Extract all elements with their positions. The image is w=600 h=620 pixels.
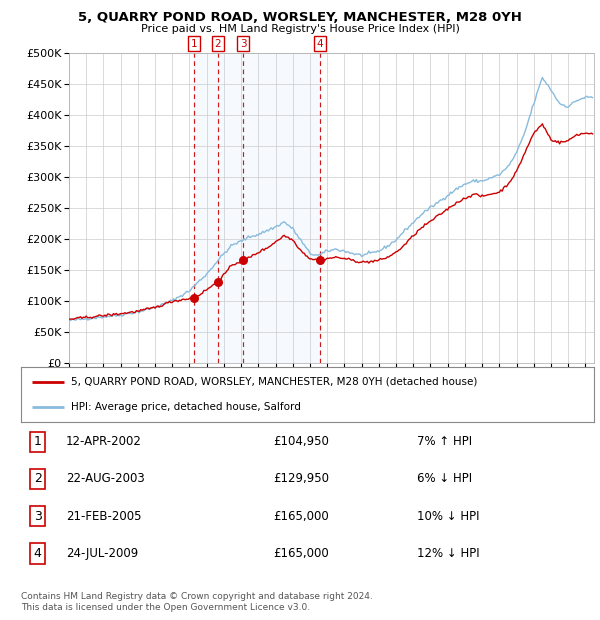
Text: 24-JUL-2009: 24-JUL-2009 xyxy=(66,547,138,560)
Text: £165,000: £165,000 xyxy=(273,510,329,523)
Text: Price paid vs. HM Land Registry's House Price Index (HPI): Price paid vs. HM Land Registry's House … xyxy=(140,24,460,33)
Text: £104,950: £104,950 xyxy=(273,435,329,448)
Text: £165,000: £165,000 xyxy=(273,547,329,560)
Text: 1: 1 xyxy=(34,435,42,448)
Text: 5, QUARRY POND ROAD, WORSLEY, MANCHESTER, M28 0YH: 5, QUARRY POND ROAD, WORSLEY, MANCHESTER… xyxy=(78,11,522,24)
Text: 12-APR-2002: 12-APR-2002 xyxy=(66,435,142,448)
Text: 7% ↑ HPI: 7% ↑ HPI xyxy=(417,435,472,448)
Text: HPI: Average price, detached house, Salford: HPI: Average price, detached house, Salf… xyxy=(71,402,301,412)
Text: This data is licensed under the Open Government Licence v3.0.: This data is licensed under the Open Gov… xyxy=(21,603,310,612)
Text: 12% ↓ HPI: 12% ↓ HPI xyxy=(417,547,479,560)
Text: 3: 3 xyxy=(240,38,247,48)
Text: Contains HM Land Registry data © Crown copyright and database right 2024.: Contains HM Land Registry data © Crown c… xyxy=(21,592,373,601)
Text: 22-AUG-2003: 22-AUG-2003 xyxy=(66,472,145,485)
Text: 3: 3 xyxy=(34,510,42,523)
Bar xyxy=(194,53,320,363)
Text: 5, QUARRY POND ROAD, WORSLEY, MANCHESTER, M28 0YH (detached house): 5, QUARRY POND ROAD, WORSLEY, MANCHESTER… xyxy=(71,377,478,387)
Text: 10% ↓ HPI: 10% ↓ HPI xyxy=(417,510,479,523)
Text: 1: 1 xyxy=(191,38,197,48)
Text: £129,950: £129,950 xyxy=(273,472,329,485)
Text: 2: 2 xyxy=(34,472,42,485)
Text: 2: 2 xyxy=(214,38,221,48)
Text: 21-FEB-2005: 21-FEB-2005 xyxy=(66,510,142,523)
Text: 4: 4 xyxy=(34,547,42,560)
Text: 6% ↓ HPI: 6% ↓ HPI xyxy=(417,472,472,485)
Text: 4: 4 xyxy=(316,38,323,48)
